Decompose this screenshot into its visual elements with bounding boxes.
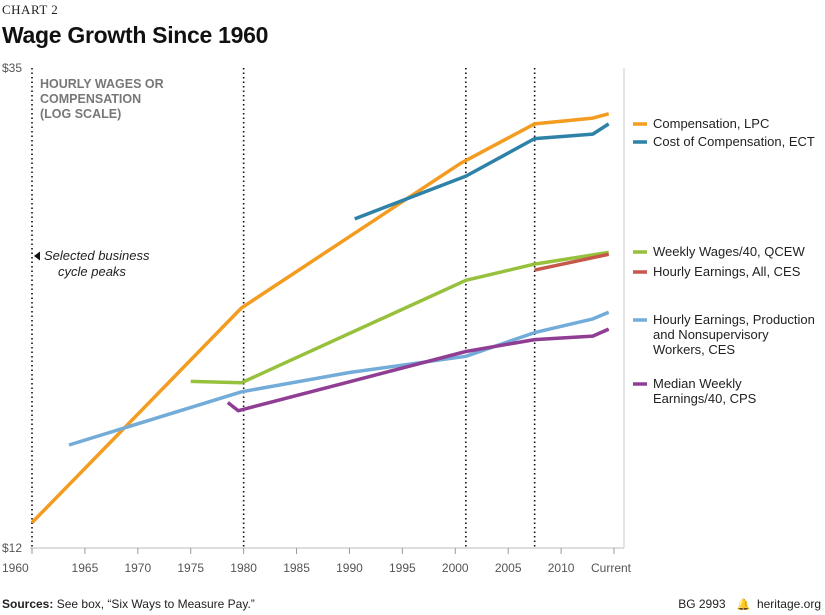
y-tick-label-35: $35 xyxy=(2,61,22,75)
report-id: BG 2993 xyxy=(678,597,726,611)
legend-label-4-line-1: Hourly Earnings, All, CES xyxy=(653,264,801,279)
legend-label-3-line-1: Weekly Wages/40, QCEW xyxy=(653,244,805,259)
series-lines xyxy=(30,112,610,524)
legend-label-5-line-1: Hourly Earnings, Production xyxy=(653,312,815,327)
x-tick-label-1970: 1970 xyxy=(124,561,151,575)
legend-label-5-line-2: and Nonsupervisory xyxy=(653,327,769,342)
x-tick-label-1995: 1995 xyxy=(389,561,416,575)
footer-credit: BG 2993 🔔 heritage.org xyxy=(678,597,821,611)
series-line-2 xyxy=(354,122,610,221)
chart-title: Wage Growth Since 1960 xyxy=(2,22,269,48)
chart-area: 1960 1965 1970 1975 1980 1985 1990 1995 2000 2005… xyxy=(2,61,815,575)
x-tick-label-1980: 1980 xyxy=(230,561,257,575)
y-axis-label-line-3: (LOG SCALE) xyxy=(40,107,121,121)
x-tick-label-1975: 1975 xyxy=(177,561,204,575)
x-tick-label-2000: 2000 xyxy=(442,561,469,575)
y-tick-label-12: $12 xyxy=(2,541,22,555)
x-tick-label-1960: 1960 xyxy=(2,561,29,575)
series-line-1 xyxy=(30,112,610,524)
legend-label-1-line-1: Compensation, LPC xyxy=(653,116,769,131)
site-name: heritage.org xyxy=(756,597,821,611)
x-tick-label-2005: 2005 xyxy=(495,561,522,575)
x-tick-label-2010: 2010 xyxy=(548,561,575,575)
sources-note: Sources: See box, “Six Ways to Measure P… xyxy=(2,597,255,611)
x-tick-label-1965: 1965 xyxy=(72,561,99,575)
sources-label: Sources: xyxy=(2,597,54,611)
legend: Compensation, LPC Cost of Compensation, E… xyxy=(633,116,815,406)
sources-text: See box, “Six Ways to Measure Pay.” xyxy=(56,597,255,611)
legend-label-5-line-3: Workers, CES xyxy=(653,342,735,357)
legend-label-6-line-1: Median Weekly xyxy=(653,376,742,391)
x-tick-label-2015: Current xyxy=(591,561,632,575)
business-cycle-peak-lines xyxy=(31,68,536,548)
series-line-3 xyxy=(190,250,609,385)
chart-number: CHART 2 xyxy=(2,2,59,17)
chart-axes: 1960 1965 1970 1975 1980 1985 1990 1995 2000 2005… xyxy=(2,61,632,575)
x-tick-label-1985: 1985 xyxy=(283,561,310,575)
annotation-arrow-icon xyxy=(34,251,40,261)
x-tick-label-1990: 1990 xyxy=(336,561,363,575)
legend-label-2-line-1: Cost of Compensation, ECT xyxy=(653,134,815,149)
annotation-line-1: Selected business xyxy=(44,248,150,263)
annotation-line-2: cycle peaks xyxy=(58,264,126,279)
bell-icon: 🔔 xyxy=(736,599,751,611)
y-axis-label-line-1: HOURLY WAGES OR xyxy=(40,77,164,91)
y-axis-label-line-2: COMPENSATION xyxy=(40,92,141,106)
series-line-5 xyxy=(68,310,610,447)
series-line-6 xyxy=(226,327,610,413)
series-line-4 xyxy=(534,252,610,272)
legend-label-6-line-2: Earnings/40, CPS xyxy=(653,391,757,406)
